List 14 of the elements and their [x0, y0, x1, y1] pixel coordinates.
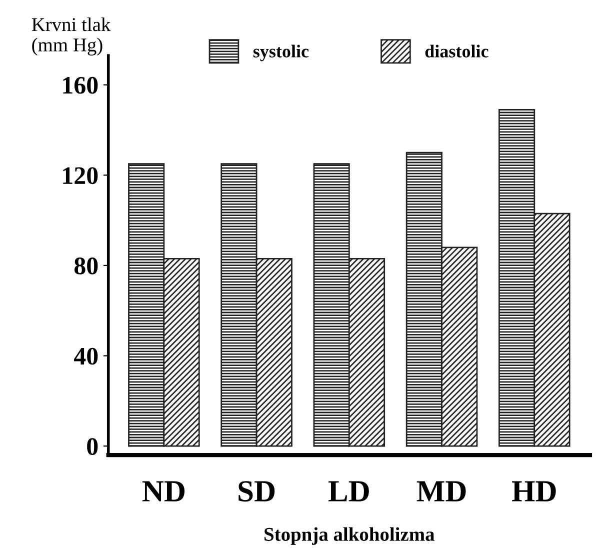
legend-label: diastolic [425, 44, 488, 58]
x-tick-label: LD [328, 481, 369, 502]
y-tick-label: 0 [87, 438, 98, 455]
legend-label: systolic [253, 44, 309, 62]
y-tick-label: 40 [74, 348, 98, 365]
y-axis-title: Krvni tlak (mm Hg) [32, 17, 111, 56]
x-tick-label: HD [512, 481, 556, 502]
x-tick-label: ND [142, 481, 184, 502]
y-tick-label: 80 [74, 258, 98, 274]
x-tick-label: SD [238, 481, 275, 502]
x-tick-label: MD [416, 481, 466, 502]
y-tick-label: 120 [63, 167, 98, 184]
y-tick-label: 160 [63, 76, 98, 94]
x-axis-title: Stopnja alkoholizma [264, 527, 434, 545]
